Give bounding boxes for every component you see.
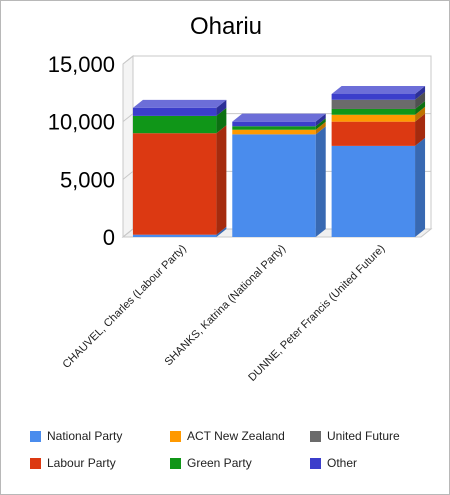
bar-segment [331, 99, 416, 109]
bar-segment [232, 126, 316, 130]
bar-segment-side [315, 113, 326, 127]
bar-segment-side [415, 85, 426, 100]
gridline-depth [122, 170, 134, 180]
bar-segment-side [216, 226, 227, 237]
gridline-depth [122, 55, 134, 65]
bar-segment [232, 121, 316, 127]
bar-segment [331, 93, 416, 100]
y-tick-label: 10,000 [48, 110, 115, 135]
bar-segment-side [216, 107, 227, 134]
category-label: SHANKS, Katrina (National Party) [162, 243, 288, 369]
chart-title: Ohariu [189, 13, 263, 40]
bar-segment [132, 133, 217, 235]
gridline-depth [122, 228, 134, 238]
bar-segment-side [216, 99, 227, 116]
y-tick-label: 0 [103, 225, 115, 250]
bar-top [132, 99, 227, 108]
bar-segment [232, 129, 316, 135]
bar-segment-side [415, 113, 426, 146]
bar-segment [232, 134, 316, 237]
bar-top [331, 85, 426, 94]
bar-segment-side [415, 137, 426, 237]
bar-segment [331, 145, 416, 237]
y-tick-label: 5,000 [60, 167, 115, 192]
gridline-depth [122, 113, 134, 123]
bar-segment [331, 108, 416, 115]
bar-segment [132, 234, 217, 237]
plot-left-wall [122, 54, 134, 239]
y-tick-label: 15,000 [48, 52, 115, 77]
bar-segment-side [315, 118, 326, 130]
bar-segment [331, 114, 416, 122]
bar-segment-side [415, 100, 426, 115]
bar-segment-side [415, 91, 426, 109]
bar-segment-side [315, 121, 326, 135]
bar-top [232, 113, 326, 122]
bar-segment [331, 121, 416, 146]
bar-segment-side [216, 125, 227, 235]
bar-segment-side [315, 126, 326, 237]
bar-segment [132, 107, 217, 116]
bar-segment-side [415, 106, 426, 122]
bar-segment [132, 115, 217, 134]
